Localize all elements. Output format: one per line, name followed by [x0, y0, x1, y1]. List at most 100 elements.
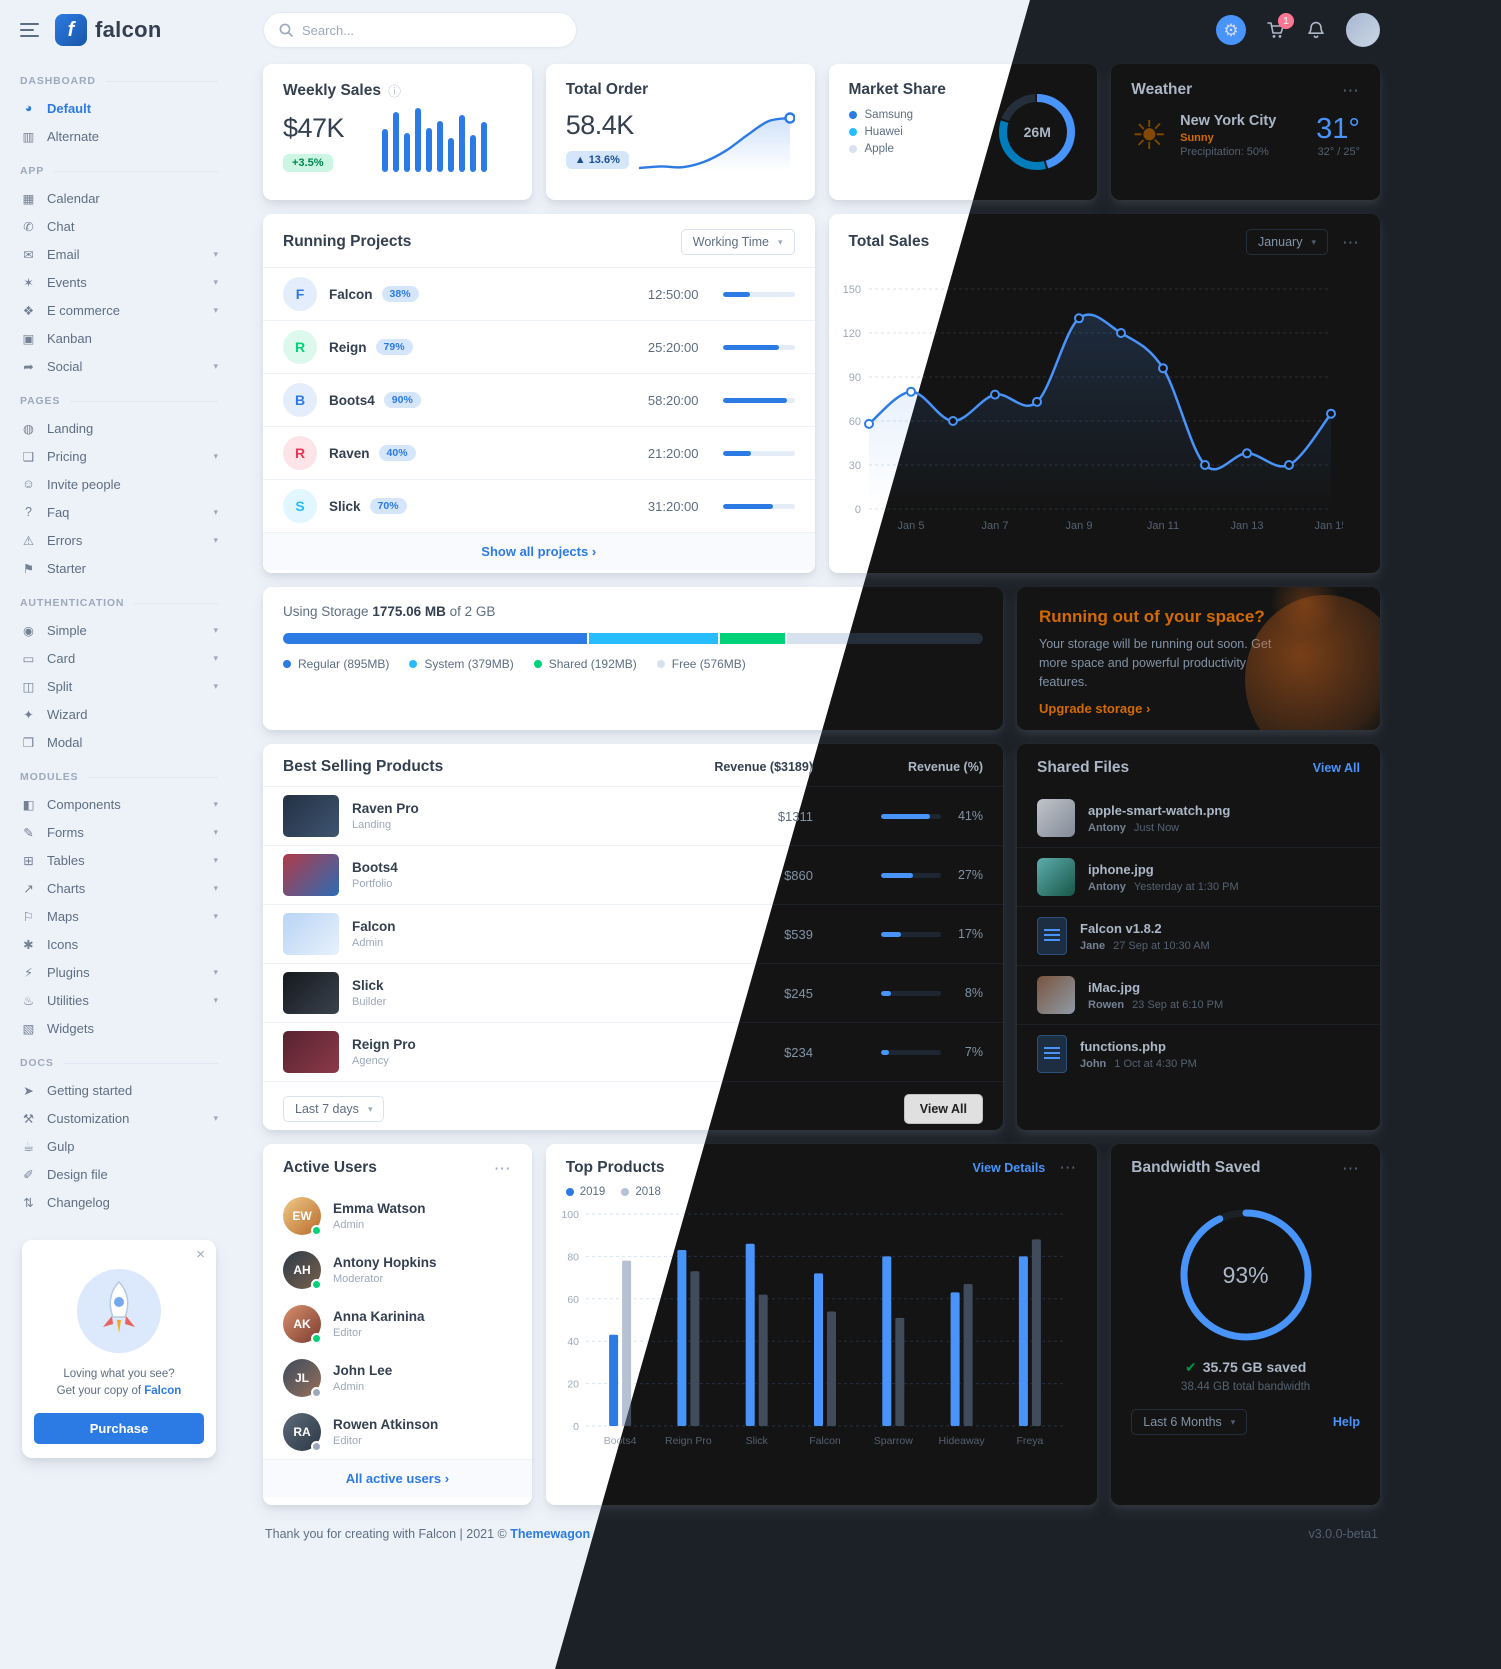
sidebar-item-customization[interactable]: ⚒ Customization ▾ [20, 1104, 218, 1132]
sidebar-item-charts[interactable]: ↗ Charts ▾ [20, 874, 218, 902]
legend-item-2019[interactable]: 2019 [565, 1186, 605, 1198]
close-icon[interactable]: × [196, 1246, 205, 1263]
sidebar-item-forms[interactable]: ✎ Forms ▾ [20, 818, 218, 846]
sidebar-item-changelog[interactable]: ⇅ Changelog [20, 1188, 218, 1216]
file-row[interactable]: iphone.jpg Antony Yesterday at 1:30 PM [1017, 847, 1380, 906]
settings-button[interactable]: ⚙ [1216, 15, 1246, 45]
sidebar-item-e-commerce[interactable]: ❖ E commerce ▾ [20, 296, 218, 324]
user-row[interactable]: EW Emma Watson Admin [263, 1189, 532, 1243]
month-select[interactable]: January ▾ [1245, 229, 1328, 255]
sidebar-item-landing[interactable]: ◍ Landing [20, 414, 218, 442]
user-row[interactable]: JL John Lee Admin [263, 1351, 532, 1405]
sidebar-item-design-file[interactable]: ✐ Design file [20, 1160, 218, 1188]
product-name[interactable]: Boots4 [352, 860, 398, 875]
notifications-button[interactable] [1306, 20, 1326, 40]
product-name[interactable]: Slick [352, 978, 384, 993]
all-active-users-link[interactable]: All active users › [346, 1471, 449, 1486]
sidebar-item-default[interactable]: ◕ Default [20, 94, 218, 122]
working-time-select[interactable]: Working Time ▾ [680, 229, 795, 255]
product-name[interactable]: Falcon [352, 919, 396, 934]
show-all-projects-link[interactable]: Show all projects › [481, 544, 596, 559]
product-row: Boots4 Portfolio $860 27% [263, 845, 1003, 904]
sidebar-item-tables[interactable]: ⊞ Tables ▾ [20, 846, 218, 874]
tags-icon: ❑ [22, 449, 35, 464]
file-lines-icon: ✎ [23, 825, 34, 840]
file-row[interactable]: Falcon v1.8.2 Jane 27 Sep at 10:30 AM [1017, 906, 1380, 965]
file-name[interactable]: functions.php [1080, 1038, 1166, 1054]
user-row[interactable]: AH Antony Hopkins Moderator [263, 1243, 532, 1297]
files-view-all-link[interactable]: View All [1312, 761, 1360, 775]
project-name[interactable]: Slick [329, 498, 361, 514]
sidebar-item-modal[interactable]: ❒ Modal [20, 728, 218, 756]
product-name[interactable]: Raven Pro [352, 801, 419, 816]
file-name[interactable]: apple-smart-watch.png [1088, 802, 1231, 818]
ellipsis-menu-icon[interactable]: ⋯ [1342, 1158, 1360, 1178]
project-name[interactable]: Boots4 [329, 392, 375, 408]
project-name[interactable]: Raven [329, 445, 370, 461]
sidebar-item-gulp[interactable]: ☕ Gulp [20, 1132, 218, 1160]
cart-button[interactable]: 1 [1266, 13, 1294, 40]
ellipsis-menu-icon[interactable]: ⋯ [1342, 80, 1360, 100]
sidebar-item-social[interactable]: ➦ Social ▾ [20, 352, 218, 380]
sidebar-item-faq[interactable]: ? Faq ▾ [20, 498, 218, 526]
info-icon[interactable]: ⓘ [387, 84, 401, 99]
sidebar-item-events[interactable]: ✶ Events ▾ [20, 268, 218, 296]
sidebar-item-utilities[interactable]: ♨ Utilities ▾ [20, 986, 218, 1014]
user-row[interactable]: AK Anna Karinina Editor [263, 1297, 532, 1351]
sidebar-item-email[interactable]: ✉ Email ▾ [20, 240, 218, 268]
file-row[interactable]: iMac.jpg Rowen 23 Sep at 6:10 PM [1017, 965, 1380, 1024]
sidebar-item-starter[interactable]: ⚑ Starter [20, 554, 218, 582]
legend-label-2018: 2018 [635, 1186, 661, 1198]
view-all-button[interactable]: View All [903, 1094, 983, 1124]
menu-toggle-icon[interactable] [20, 19, 39, 41]
ellipsis-menu-icon[interactable]: ⋯ [1059, 1158, 1078, 1177]
upgrade-storage-link[interactable]: Upgrade storage › [1039, 701, 1150, 716]
user-row[interactable]: RA Rowen Atkinson Editor [263, 1405, 532, 1459]
sidebar-item-widgets[interactable]: ▧ Widgets [20, 1014, 218, 1042]
help-link[interactable]: Help [1332, 1415, 1360, 1429]
sidebar-item-wizard[interactable]: ✦ Wizard [20, 700, 218, 728]
user-avatar[interactable] [1346, 13, 1380, 47]
user-name: Rowen Atkinson [333, 1417, 439, 1432]
ellipsis-menu-icon[interactable]: ⋯ [1342, 232, 1360, 252]
window-icon: ❒ [22, 735, 35, 750]
ellipsis-menu-icon[interactable]: ⋯ [493, 1158, 512, 1178]
flag-icon: ⚑ [22, 561, 35, 576]
sidebar-item-plugins[interactable]: ⚡ Plugins ▾ [20, 958, 218, 986]
sidebar-item-maps[interactable]: ⚐ Maps ▾ [20, 902, 218, 930]
sidebar-item-kanban[interactable]: ▣ Kanban [20, 324, 218, 352]
avatar: JL [283, 1359, 322, 1398]
purchase-button[interactable]: Purchase [34, 1412, 204, 1444]
brand[interactable]: f falcon [55, 14, 162, 46]
sidebar-item-getting-started[interactable]: ➤ Getting started [20, 1076, 218, 1104]
legend-item-2018[interactable]: 2018 [621, 1186, 661, 1198]
sidebar-item-card[interactable]: ▭ Card ▾ [20, 644, 218, 672]
sidebar-item-icons[interactable]: ✱ Icons [20, 930, 218, 958]
sidebar-item-split[interactable]: ◫ Split ▾ [20, 672, 218, 700]
last-7-days-select[interactable]: Last 7 days ▾ [283, 1096, 385, 1122]
file-name[interactable]: iMac.jpg [1088, 979, 1141, 995]
sidebar-item-errors[interactable]: ⚠ Errors ▾ [20, 526, 218, 554]
sidebar-item-simple[interactable]: ◉ Simple ▾ [20, 616, 218, 644]
project-name[interactable]: Falcon [329, 286, 373, 302]
sidebar-item-alternate[interactable]: ▥ Alternate [20, 122, 218, 150]
last-6-months-select[interactable]: Last 6 Months ▾ [1131, 1409, 1248, 1435]
product-name[interactable]: Reign Pro [352, 1037, 416, 1052]
themewagon-link[interactable]: Themewagon [510, 1527, 591, 1541]
falcon-copy-link[interactable]: Falcon [144, 1385, 182, 1398]
sidebar-item-calendar[interactable]: ▦ Calendar [20, 184, 218, 212]
sidebar-item-chat[interactable]: ✆ Chat [20, 212, 218, 240]
search-input[interactable] [302, 22, 561, 38]
file-name[interactable]: Falcon v1.8.2 [1080, 920, 1162, 936]
project-time: 21:20:00 [647, 445, 699, 461]
search-box[interactable] [263, 12, 577, 48]
file-row[interactable]: apple-smart-watch.png Antony Just Now [1017, 789, 1380, 847]
view-details-link[interactable]: View Details [972, 1160, 1046, 1175]
project-name[interactable]: Reign [329, 339, 367, 355]
file-name[interactable]: iphone.jpg [1088, 861, 1154, 877]
sidebar-item-components[interactable]: ◧ Components ▾ [20, 790, 218, 818]
sidebar-item-pricing[interactable]: ❑ Pricing ▾ [20, 442, 218, 470]
file-row[interactable]: functions.php John 1 Oct at 4:30 PM [1017, 1024, 1380, 1083]
project-row: B Boots4 90% 58:20:00 [263, 373, 815, 426]
sidebar-item-invite-people[interactable]: ☺ Invite people [20, 470, 218, 498]
